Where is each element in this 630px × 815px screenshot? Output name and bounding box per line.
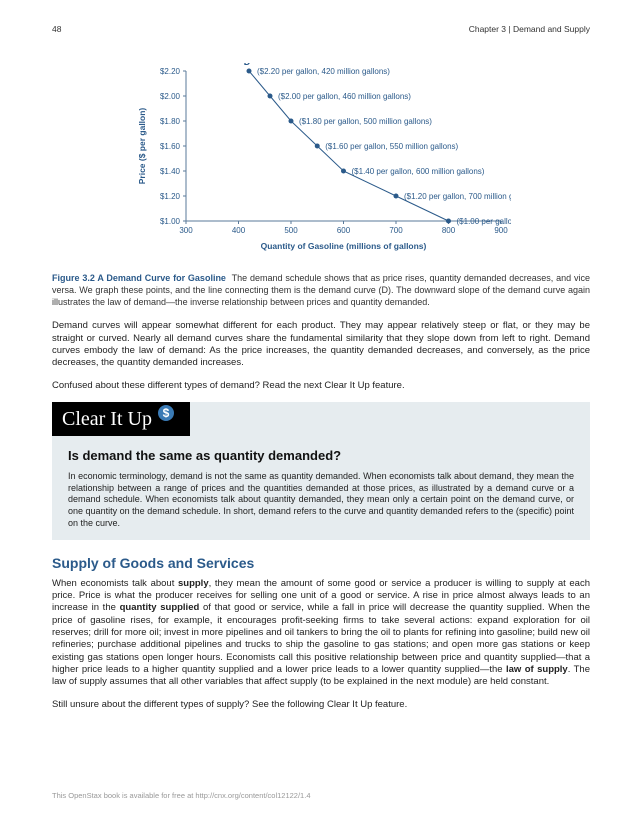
svg-text:Price ($ per gallon): Price ($ per gallon): [137, 108, 147, 185]
supply-para: When economists talk about supply, they …: [52, 578, 590, 689]
footer-text: This OpenStax book is available for free…: [52, 791, 311, 801]
svg-text:700: 700: [389, 226, 403, 235]
term-quantity-supplied: quantity supplied: [120, 602, 200, 613]
section-heading: Supply of Goods and Services: [52, 554, 590, 572]
svg-text:$2.00: $2.00: [160, 92, 181, 101]
term-law-of-supply: law of supply: [506, 664, 568, 675]
figure-title: Figure 3.2 A Demand Curve for Gasoline: [52, 273, 226, 283]
svg-text:$1.80: $1.80: [160, 117, 181, 126]
svg-text:Quantity of Gasoline (millions: Quantity of Gasoline (millions of gallon…: [261, 241, 427, 251]
svg-text:($2.00 per gallon, 460 million: ($2.00 per gallon, 460 million gallons): [278, 92, 411, 101]
clear-it-up-box: Clear It Up $ Is demand the same as quan…: [52, 402, 590, 539]
clear-it-up-banner: Clear It Up $: [52, 402, 190, 436]
svg-text:($1.40 per gallon, 600 million: ($1.40 per gallon, 600 million gallons): [352, 167, 485, 176]
page-header: 48 Chapter 3 | Demand and Supply: [52, 24, 590, 35]
svg-text:$1.00: $1.00: [160, 217, 181, 226]
chart-svg: $1.00 $1.20 $1.40 $1.60 $1.80 $2.00 $2.20 300 40…: [131, 63, 511, 253]
svg-text:$1.60: $1.60: [160, 142, 181, 151]
svg-text:$2.20: $2.20: [160, 67, 181, 76]
svg-text:800: 800: [442, 226, 456, 235]
svg-text:D: D: [244, 63, 251, 67]
demand-curve-chart: $1.00 $1.20 $1.40 $1.60 $1.80 $2.00 $2.20 300 40…: [131, 63, 511, 257]
svg-text:($1.00 per gallon, 800 million: ($1.00 per gallon, 800 million gallons): [457, 217, 512, 226]
svg-text:($2.20 per gallon, 420 million: ($2.20 per gallon, 420 million gallons): [257, 67, 390, 76]
svg-text:($1.80 per gallon, 500 million: ($1.80 per gallon, 500 million gallons): [299, 117, 432, 126]
clear-it-up-text: In economic terminology, demand is not t…: [68, 471, 574, 529]
magnifier-icon: $: [154, 405, 182, 433]
text-run: When economists talk about: [52, 578, 178, 589]
svg-text:300: 300: [179, 226, 193, 235]
svg-text:$1.20: $1.20: [160, 192, 181, 201]
svg-text:($1.60 per gallon, 550 million: ($1.60 per gallon, 550 million gallons): [325, 142, 458, 151]
clear-it-up-heading: Is demand the same as quantity demanded?: [68, 448, 574, 465]
svg-text:$: $: [163, 406, 170, 420]
body-para-1: Demand curves will appear somewhat diffe…: [52, 320, 590, 369]
svg-text:500: 500: [284, 226, 298, 235]
svg-text:400: 400: [232, 226, 246, 235]
svg-text:900: 900: [494, 226, 508, 235]
svg-text:$1.40: $1.40: [160, 167, 181, 176]
figure-caption: Figure 3.2 A Demand Curve for Gasoline T…: [52, 273, 590, 308]
body-para-3: Still unsure about the different types o…: [52, 699, 590, 711]
svg-text:($1.20 per gallon, 700 million: ($1.20 per gallon, 700 million gallons): [404, 192, 511, 201]
page-number: 48: [52, 24, 61, 35]
term-supply: supply: [178, 578, 209, 589]
body-para-2: Confused about these different types of …: [52, 380, 590, 392]
chapter-label: Chapter 3 | Demand and Supply: [469, 24, 590, 35]
clear-it-up-label: Clear It Up: [62, 406, 152, 432]
svg-text:600: 600: [337, 226, 351, 235]
